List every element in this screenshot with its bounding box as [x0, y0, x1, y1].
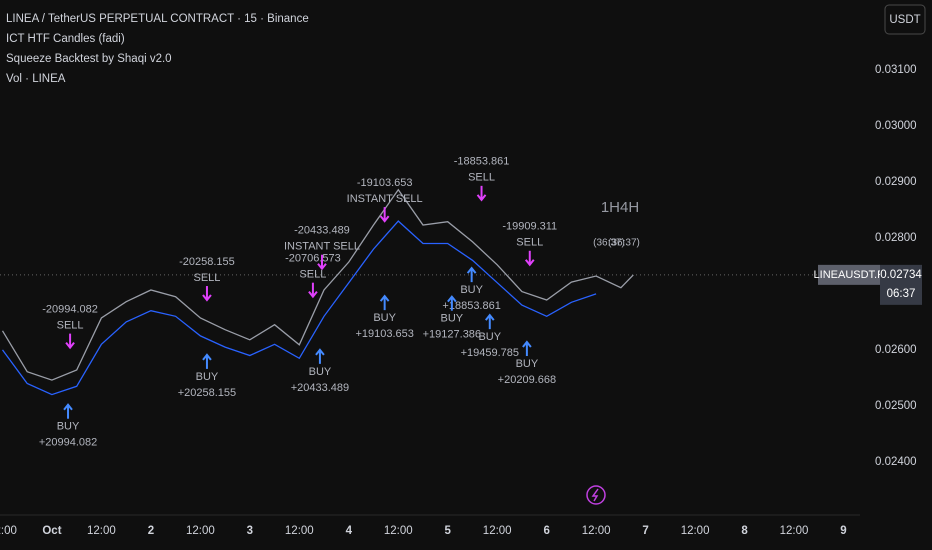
signal-label: -20706.573	[285, 253, 341, 265]
signal-label: BUY	[460, 284, 483, 296]
indicator-label: Vol · LINEA	[6, 73, 66, 85]
x-tick-label: 12:00	[87, 525, 116, 537]
price-line	[1, 220, 597, 396]
signal-arrow-head	[202, 353, 212, 361]
y-tick-label: 0.02600	[875, 344, 917, 356]
x-tick-label: 12:00	[0, 525, 17, 537]
signal-label: -20433.489	[294, 225, 350, 237]
signal-arrow-head	[524, 259, 535, 267]
currency-button[interactable]	[884, 4, 926, 35]
signal-label: +20994.082	[39, 437, 97, 449]
signal-arrow-head	[379, 294, 390, 302]
symbol-tag: LINEAUSDT.P	[814, 269, 885, 281]
signal-label: +20209.668	[498, 374, 556, 386]
signal-label: -19909.311	[502, 221, 557, 233]
alert-icon-bolt	[591, 488, 599, 502]
x-tick-label: Oct	[42, 525, 61, 537]
countdown: 06:37	[887, 288, 916, 300]
signal-arrow-head	[63, 403, 73, 411]
x-tick-label: 12:00	[780, 525, 809, 537]
x-tick-label: 6	[543, 525, 549, 537]
price-line	[1, 188, 634, 381]
y-tick-label: 0.02400	[875, 456, 917, 468]
indicator-label: ICT HTF Candles (fadi)	[6, 33, 125, 45]
y-tick-label: 0.03000	[875, 120, 917, 132]
signal-label: -20994.082	[42, 304, 98, 316]
signal-label: -19103.653	[357, 177, 413, 189]
y-tick-label: 0.02900	[875, 176, 917, 188]
htf-timer: (36:37)	[608, 238, 640, 249]
signal-arrow-head	[315, 348, 325, 356]
signal-arrow-head	[308, 291, 318, 299]
x-tick-label: 12:00	[285, 525, 314, 537]
x-tick-label: 12:00	[582, 525, 611, 537]
signal-label: INSTANT SELL	[284, 241, 360, 253]
x-tick-label: 2	[148, 525, 154, 537]
signal-arrow-head	[447, 295, 457, 303]
alert-icon[interactable]	[586, 485, 606, 505]
htf-label: 1H4H	[601, 199, 639, 216]
x-tick-label: 5	[445, 525, 452, 537]
signal-label: BUY	[441, 313, 464, 325]
indicator-label: Squeeze Backtest by Shaqi v2.0	[6, 53, 172, 65]
signal-label: +18853.861	[442, 300, 500, 312]
signal-label: SELL	[57, 320, 84, 332]
signal-label: BUY	[516, 358, 539, 370]
signal-label: SELL	[299, 269, 326, 281]
x-tick-label: 8	[741, 525, 748, 537]
x-tick-label: 12:00	[186, 525, 215, 537]
x-tick-label: 7	[642, 525, 648, 537]
signal-label: BUY	[478, 331, 501, 343]
signal-label: +20433.489	[291, 382, 349, 394]
signal-arrow-head	[379, 215, 390, 223]
signal-label: +19127.386	[423, 329, 481, 341]
signal-arrow-head	[484, 313, 495, 321]
signal-label: INSTANT SELL	[347, 193, 423, 205]
signal-arrow-head	[476, 194, 487, 202]
htf-timer: (36:37)	[593, 238, 625, 249]
x-tick-label: 4	[346, 525, 353, 537]
signal-label: -18853.861	[454, 156, 510, 168]
signal-label: +19459.785	[461, 347, 519, 359]
signal-arrow-head	[522, 340, 532, 348]
signal-label: BUY	[57, 421, 80, 433]
signal-label: SELL	[516, 237, 543, 249]
chart-title: LINEA / TetherUS PERPETUAL CONTRACT · 15…	[6, 13, 309, 25]
signal-arrow-head	[65, 342, 75, 350]
signal-label: -20258.155	[179, 256, 235, 268]
x-tick-label: 12:00	[384, 525, 413, 537]
signal-label: SELL	[468, 172, 495, 184]
signal-label: +20258.155	[178, 387, 236, 399]
signal-arrow-head	[202, 294, 212, 302]
signal-label: BUY	[309, 366, 332, 378]
y-tick-label: 0.02800	[875, 232, 917, 244]
currency-label[interactable]: USDT	[889, 14, 920, 26]
signal-label: BUY	[196, 371, 219, 383]
x-tick-label: 12:00	[483, 525, 512, 537]
signal-label: BUY	[373, 312, 396, 324]
x-tick-label: 12:00	[681, 525, 710, 537]
y-tick-label: 0.03100	[875, 64, 917, 76]
signal-label: +19103.653	[355, 328, 413, 340]
price-tag: 0.02734	[880, 269, 922, 281]
x-tick-label: 9	[840, 525, 846, 537]
price-tag-bg	[880, 264, 922, 305]
x-tick-label: 3	[247, 525, 253, 537]
symbol-tag-bg	[818, 264, 880, 285]
y-tick-label: 0.02500	[875, 400, 917, 412]
signal-arrow-head	[466, 266, 477, 274]
signal-label: SELL	[193, 272, 220, 284]
signal-arrow-head	[317, 263, 327, 271]
